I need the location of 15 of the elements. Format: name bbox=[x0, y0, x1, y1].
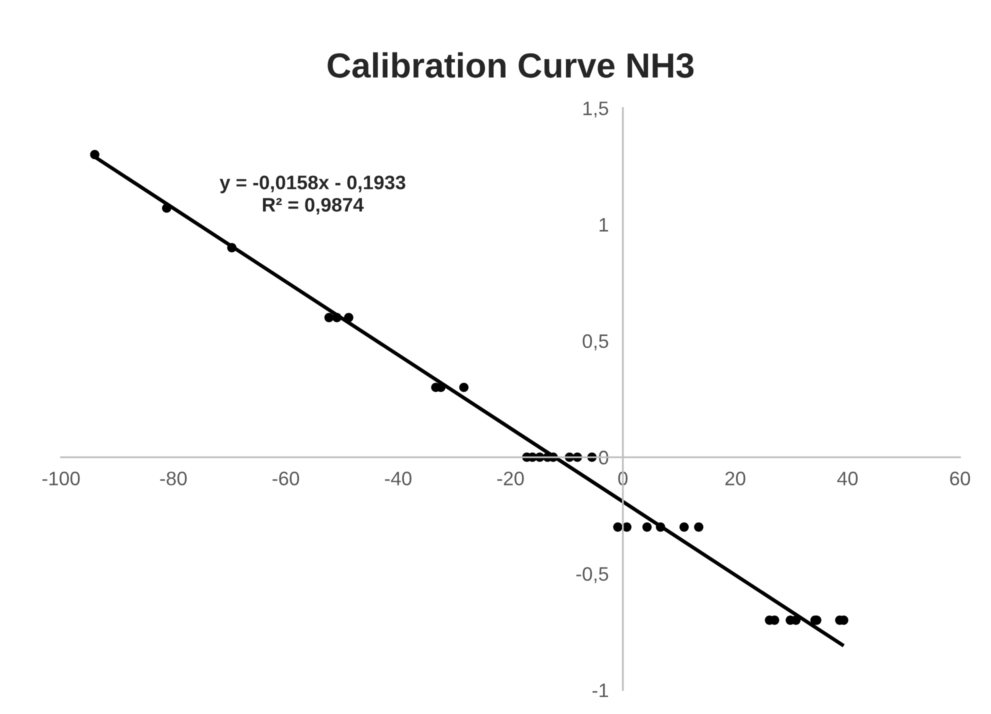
x-tick-label: 40 bbox=[837, 472, 858, 486]
x-tick-label: 20 bbox=[725, 472, 746, 486]
y-tick-label: -1 bbox=[592, 684, 608, 698]
y-tick-label: 1 bbox=[600, 218, 608, 232]
chart-title: Calibration Curve NH3 bbox=[328, 52, 694, 78]
x-tick-label: -20 bbox=[497, 472, 524, 486]
x-tick-label: -100 bbox=[42, 472, 80, 486]
x-tick-label: -60 bbox=[272, 472, 300, 486]
y-tick-label: -0,5 bbox=[576, 567, 608, 584]
y-tick-label: 1,5 bbox=[583, 102, 608, 118]
x-tick-label: 60 bbox=[950, 472, 970, 486]
x-tick-label: -80 bbox=[160, 472, 187, 486]
x-tick-label: -40 bbox=[384, 472, 412, 486]
annotation: y = -0,0158x - 0,1933 R² = 0,9874 bbox=[220, 176, 406, 215]
y-tick-label: 0,5 bbox=[582, 334, 608, 350]
